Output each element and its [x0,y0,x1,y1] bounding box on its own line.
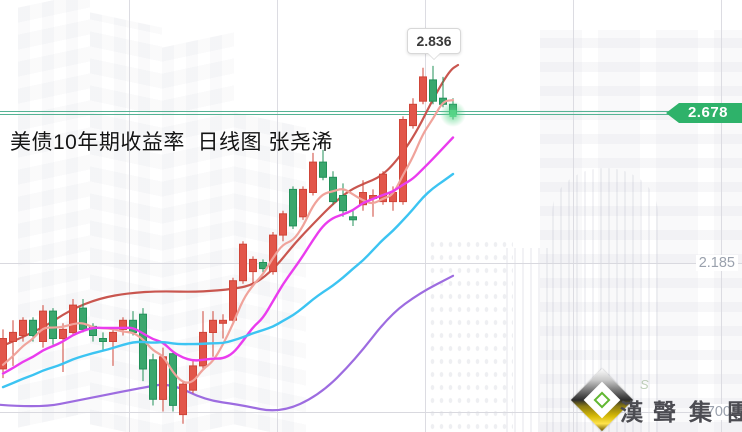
candle-body [159,356,167,400]
candle-body [209,319,217,333]
candle-body [239,243,247,282]
candle-body [179,383,187,416]
candle-body [29,319,37,336]
tooltip-pointer-icon [428,52,440,59]
candle-body [309,161,317,194]
candle-body [169,353,177,406]
current-price-marker [449,110,457,117]
candle-body [429,79,437,102]
candle-body [129,319,137,333]
candle-body [339,195,347,212]
vertical-gridline [129,0,130,432]
horizontal-gridline [0,412,742,413]
candle-body [9,331,17,342]
high-price-value: 2.836 [416,33,452,49]
candle-body [0,338,7,370]
candle-body [249,258,257,273]
vertical-gridline [721,0,722,432]
horizontal-gridline [0,263,742,264]
ma10-line [1,136,455,375]
y-axis-label: 1.700 [691,404,734,420]
candle-body [259,262,267,270]
logo-text: 漢 [620,400,643,425]
candle-body [199,331,207,367]
candle-body [399,119,407,203]
vertical-gridline [425,0,426,432]
candle-body [69,304,77,334]
chart-title: 美债10年期收益率 日线图 张尧浠 [10,131,333,154]
y-axis-label: 2.185 [695,255,738,271]
candle-body [119,319,127,330]
candle-body [299,188,307,218]
candle-body [419,76,427,102]
candle-body [379,173,387,203]
current-price-line [0,111,742,115]
current-price-value: 2.678 [687,104,729,121]
candle-body [49,310,57,340]
candle-body [109,331,117,342]
candle-body [39,310,47,343]
ma5-line [1,99,455,384]
candle-body [19,319,27,336]
candle-body [149,359,157,400]
candle-body [279,213,287,236]
candles [0,65,457,424]
candle-body [219,319,227,324]
vertical-gridline [277,0,278,432]
logo-text: 集 [689,400,712,425]
logo-s-mark: S [640,377,649,392]
candle-body [319,161,327,178]
candle-body [229,280,237,321]
ma20-line [1,172,455,389]
high-price-tooltip: 2.836 [407,28,461,60]
current-price-badge: 2.678 [666,103,742,123]
logo-text: 聲 [653,400,676,425]
candle-body [99,338,107,342]
candle-body [79,307,87,330]
candle-body [59,328,67,339]
lower-band [0,274,455,412]
candle-body [409,103,417,127]
candle-body [349,216,357,221]
vertical-gridline [573,0,574,432]
candle-body [289,188,297,227]
logo-text: 團 [727,400,742,425]
